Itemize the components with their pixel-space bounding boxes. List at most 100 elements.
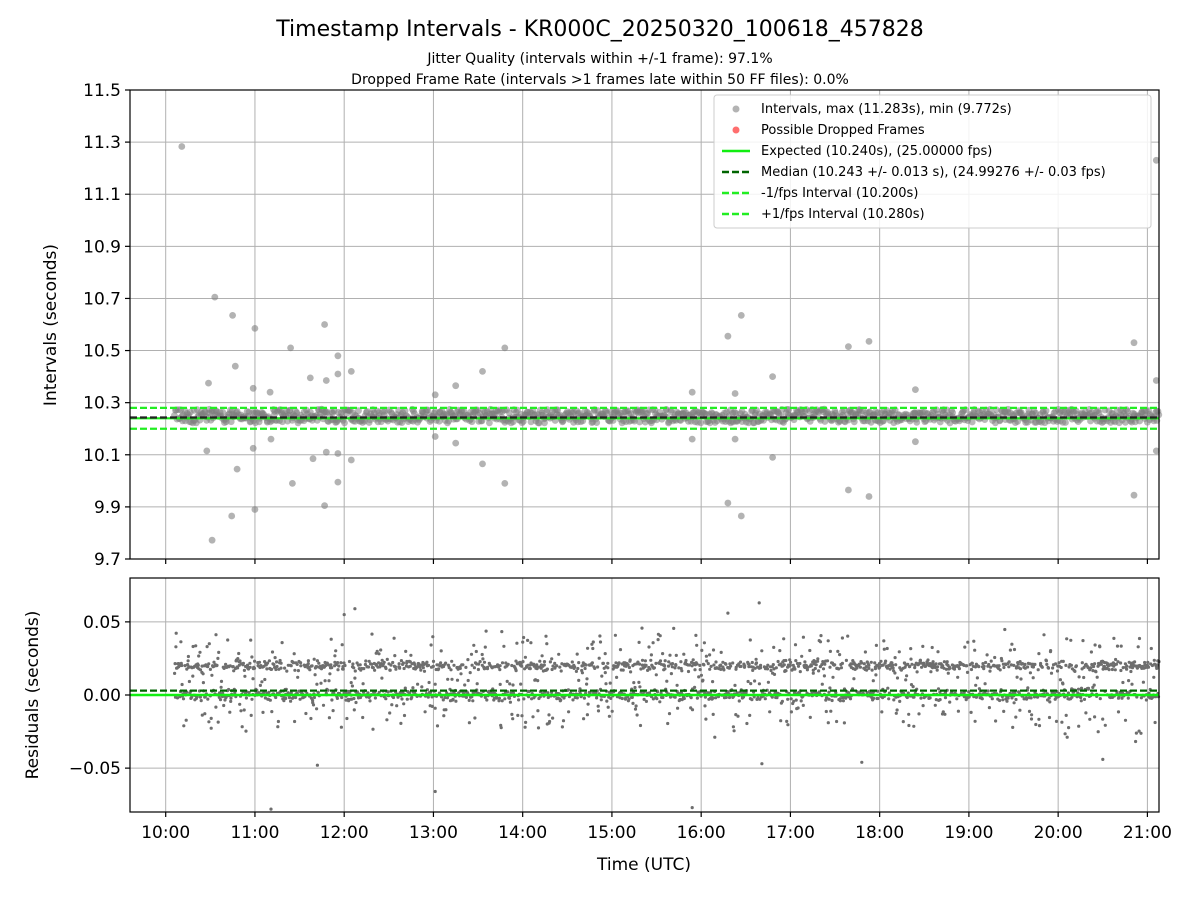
residual-point	[746, 679, 750, 684]
residual-point	[535, 667, 539, 671]
residual-point	[198, 668, 203, 672]
residual-point	[820, 682, 824, 686]
residual-point	[371, 666, 375, 670]
residual-point	[306, 662, 310, 666]
interval-outlier-point	[322, 448, 330, 456]
residual-point	[270, 710, 274, 714]
residual-point	[985, 653, 989, 657]
residual-point	[1028, 662, 1032, 666]
residual-point	[272, 662, 276, 667]
residual-point	[340, 695, 344, 700]
residual-point	[545, 642, 549, 646]
residual-point	[929, 670, 933, 674]
residuals-panel: −0.050.000.05 10:00 11:00 12:00 13:00 14:00 1…	[23, 577, 1172, 875]
residual-point	[247, 690, 251, 695]
residual-point	[834, 691, 838, 695]
residual-point	[644, 699, 649, 704]
residual-point	[796, 706, 800, 710]
residual-point	[394, 667, 398, 671]
residual-point	[948, 700, 952, 704]
residuals-points	[173, 601, 1161, 811]
residual-point	[391, 660, 395, 665]
interval-outlier-point	[334, 478, 342, 486]
residual-point	[371, 727, 375, 731]
interval-outlier-point	[228, 512, 236, 520]
residual-point	[183, 664, 187, 668]
residual-point	[1114, 657, 1118, 662]
residual-point	[637, 680, 641, 685]
residual-point	[315, 682, 319, 686]
residual-point	[353, 676, 357, 680]
chart-title: Timestamp Intervals - KR000C_20250320_10…	[275, 17, 923, 42]
residual-point	[326, 688, 330, 692]
residual-point	[617, 661, 621, 665]
residual-point	[944, 667, 949, 671]
residual-point	[772, 672, 777, 677]
residual-point	[550, 667, 554, 672]
residual-point	[775, 696, 779, 700]
residual-point	[714, 696, 718, 700]
residual-point	[638, 685, 642, 689]
residual-point	[1015, 675, 1019, 679]
residuals-y-ticks: −0.05 0.00 0.05	[69, 613, 130, 779]
residual-point	[361, 682, 365, 686]
residual-point	[652, 666, 657, 670]
residual-point	[926, 658, 930, 662]
residual-point	[1048, 700, 1052, 704]
residual-point	[1077, 675, 1081, 679]
residual-point	[753, 666, 757, 670]
residual-point	[433, 706, 437, 710]
residual-point	[276, 725, 280, 729]
interval-point	[355, 407, 362, 415]
residual-point	[392, 636, 396, 640]
residual-point	[965, 664, 969, 668]
residual-point	[417, 662, 421, 666]
residual-point	[637, 662, 642, 666]
residual-point	[248, 661, 252, 665]
residual-point	[1040, 665, 1044, 669]
residual-point	[238, 702, 242, 706]
residual-point	[697, 675, 701, 679]
residual-point	[1033, 662, 1037, 667]
residual-point	[342, 661, 346, 665]
x-tick-label: 17:00	[766, 823, 815, 843]
interval-outlier-point	[912, 438, 919, 446]
residual-point	[901, 720, 905, 724]
residual-point	[289, 691, 293, 695]
residual-point	[719, 650, 723, 655]
residual-point	[411, 686, 415, 690]
residual-point	[760, 649, 764, 653]
residual-point	[403, 686, 407, 690]
residual-point	[287, 696, 292, 700]
residual-point	[1093, 715, 1097, 719]
residual-point	[1057, 661, 1061, 665]
residual-point	[422, 669, 427, 673]
residual-point	[731, 661, 735, 665]
residual-point	[701, 678, 705, 682]
residual-extreme-point	[353, 607, 357, 611]
residual-point	[936, 687, 941, 691]
residual-point	[669, 672, 674, 676]
residual-point	[673, 695, 677, 699]
residual-point	[455, 678, 460, 682]
residual-point	[402, 713, 407, 718]
residual-point	[1036, 668, 1040, 672]
interval-point	[1042, 407, 1050, 415]
interval-outlier-point	[1152, 447, 1160, 455]
residual-point	[789, 660, 793, 665]
residual-point	[498, 682, 502, 687]
residual-point	[585, 713, 590, 717]
residual-point	[629, 670, 633, 674]
residual-point	[782, 663, 786, 667]
residual-point	[173, 671, 177, 676]
residual-point	[181, 697, 186, 701]
residual-point	[1112, 636, 1116, 641]
residual-point	[708, 653, 712, 657]
x-tick-label: 20:00	[1034, 823, 1083, 843]
interval-outlier-point	[334, 370, 342, 378]
residual-point	[839, 666, 844, 670]
residual-point	[758, 697, 762, 701]
residual-point	[184, 718, 188, 722]
residual-point	[583, 666, 587, 671]
residual-point	[400, 697, 404, 701]
